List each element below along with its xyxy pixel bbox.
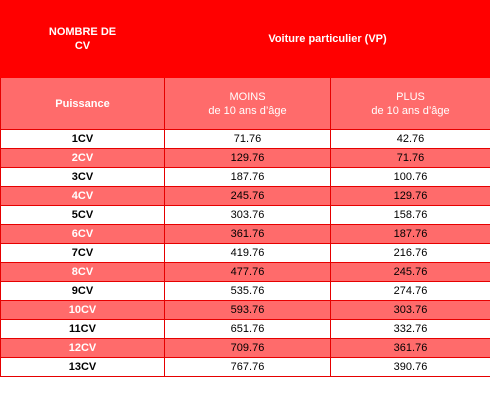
more-than-10-years-cell: 332.76 bbox=[330, 319, 490, 339]
table-row: 13CV 767.76 390.76 bbox=[0, 357, 490, 377]
cv-cell: 11CV bbox=[0, 319, 165, 339]
more-than-10-years-cell: 216.76 bbox=[330, 243, 490, 263]
header-row: NOMBRE DE CV Voiture particulier (VP) bbox=[0, 0, 490, 78]
less-than-10-years-cell: 419.76 bbox=[164, 243, 331, 263]
header-vehicle-type: Voiture particulier (VP) bbox=[164, 0, 490, 78]
cv-cell: 10CV bbox=[0, 300, 165, 320]
less-than-10-years-cell: 535.76 bbox=[164, 281, 331, 301]
less-than-10-years-cell: 245.76 bbox=[164, 186, 331, 206]
more-than-10-years-cell: 129.76 bbox=[330, 186, 490, 206]
cv-cell: 9CV bbox=[0, 281, 165, 301]
less-than-10-years-cell: 187.76 bbox=[164, 167, 331, 187]
less-than-10-years-cell: 767.76 bbox=[164, 357, 331, 377]
table-row: 7CV 419.76 216.76 bbox=[0, 243, 490, 263]
cv-cell: 12CV bbox=[0, 338, 165, 358]
table-row: 8CV 477.76 245.76 bbox=[0, 262, 490, 282]
subheader-moins-line1: MOINS bbox=[229, 90, 266, 103]
more-than-10-years-cell: 245.76 bbox=[330, 262, 490, 282]
cv-cell: 13CV bbox=[0, 357, 165, 377]
cv-cell: 5CV bbox=[0, 205, 165, 225]
more-than-10-years-cell: 158.76 bbox=[330, 205, 490, 225]
more-than-10-years-cell: 361.76 bbox=[330, 338, 490, 358]
cv-cell: 2CV bbox=[0, 148, 165, 168]
subheader-row: Puissance MOINS de 10 ans d’âge PLUS de … bbox=[0, 77, 490, 130]
table-row: 4CV 245.76 129.76 bbox=[0, 186, 490, 206]
more-than-10-years-cell: 100.76 bbox=[330, 167, 490, 187]
table-row: 9CV 535.76 274.76 bbox=[0, 281, 490, 301]
table-row: 12CV 709.76 361.76 bbox=[0, 338, 490, 358]
subheader-power: Puissance bbox=[0, 77, 165, 130]
more-than-10-years-cell: 42.76 bbox=[330, 129, 490, 149]
table-row: 2CV 129.76 71.76 bbox=[0, 148, 490, 168]
more-than-10-years-cell: 71.76 bbox=[330, 148, 490, 168]
less-than-10-years-cell: 709.76 bbox=[164, 338, 331, 358]
table-row: 1CV 71.76 42.76 bbox=[0, 129, 490, 149]
cv-cell: 1CV bbox=[0, 129, 165, 149]
data-table: NOMBRE DE CV Voiture particulier (VP) Pu… bbox=[0, 0, 490, 377]
subheader-more-than-10-years: PLUS de 10 ans d’âge bbox=[330, 77, 490, 130]
table-row: 11CV 651.76 332.76 bbox=[0, 319, 490, 339]
cv-cell: 8CV bbox=[0, 262, 165, 282]
less-than-10-years-cell: 129.76 bbox=[164, 148, 331, 168]
less-than-10-years-cell: 71.76 bbox=[164, 129, 331, 149]
more-than-10-years-cell: 390.76 bbox=[330, 357, 490, 377]
subheader-plus-line2: de 10 ans d’âge bbox=[371, 104, 450, 117]
cv-cell: 6CV bbox=[0, 224, 165, 244]
header-cv-count: NOMBRE DE CV bbox=[0, 0, 165, 78]
cv-cell: 7CV bbox=[0, 243, 165, 263]
more-than-10-years-cell: 303.76 bbox=[330, 300, 490, 320]
cv-cell: 3CV bbox=[0, 167, 165, 187]
more-than-10-years-cell: 187.76 bbox=[330, 224, 490, 244]
less-than-10-years-cell: 361.76 bbox=[164, 224, 331, 244]
subheader-less-than-10-years: MOINS de 10 ans d’âge bbox=[164, 77, 331, 130]
header-cv-line1: NOMBRE DE bbox=[48, 26, 117, 38]
more-than-10-years-cell: 274.76 bbox=[330, 281, 490, 301]
subheader-moins-line2: de 10 ans d’âge bbox=[208, 104, 287, 117]
less-than-10-years-cell: 477.76 bbox=[164, 262, 331, 282]
less-than-10-years-cell: 303.76 bbox=[164, 205, 331, 225]
table-row: 10CV 593.76 303.76 bbox=[0, 300, 490, 320]
header-cv-line2: CV bbox=[74, 40, 91, 52]
less-than-10-years-cell: 651.76 bbox=[164, 319, 331, 339]
less-than-10-years-cell: 593.76 bbox=[164, 300, 331, 320]
table-row: 6CV 361.76 187.76 bbox=[0, 224, 490, 244]
subheader-plus-line1: PLUS bbox=[396, 90, 425, 103]
table-row: 3CV 187.76 100.76 bbox=[0, 167, 490, 187]
table-row: 5CV 303.76 158.76 bbox=[0, 205, 490, 225]
cv-cell: 4CV bbox=[0, 186, 165, 206]
